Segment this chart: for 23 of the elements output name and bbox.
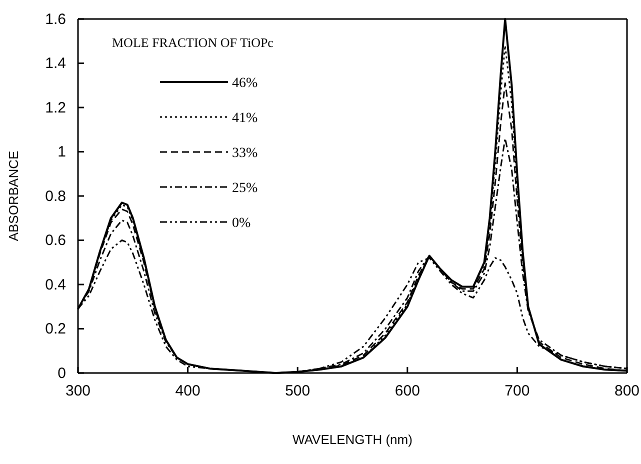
x-tick-label: 300 xyxy=(65,382,91,400)
legend-title: MOLE FRACTION OF TiOPc xyxy=(112,35,274,50)
x-tick-label: 600 xyxy=(394,382,420,400)
legend-label: 46% xyxy=(232,76,258,91)
x-tick-label: 700 xyxy=(504,382,530,400)
y-tick-label: 0.2 xyxy=(45,320,66,338)
x-tick-label: 500 xyxy=(285,382,310,400)
y-axis-title: ABSORBANCE xyxy=(6,150,21,242)
legend-label: 33% xyxy=(232,146,258,161)
x-axis-title: WAVELENGTH (nm) xyxy=(292,432,412,447)
legend-label: 25% xyxy=(232,181,258,196)
y-tick-label: 1.4 xyxy=(45,55,66,72)
y-tick-label: 1 xyxy=(58,144,66,161)
y-tick-label: 1.6 xyxy=(45,10,66,28)
y-tick-label: 1.2 xyxy=(45,99,66,116)
x-tick-label: 800 xyxy=(614,382,640,400)
legend-label: 41% xyxy=(232,111,258,126)
y-tick-label: 0.6 xyxy=(45,232,66,250)
y-tick-label: 0.4 xyxy=(45,276,66,294)
x-tick-label: 400 xyxy=(175,382,200,400)
y-tick-label: 0.8 xyxy=(45,188,66,205)
legend-label: 0% xyxy=(232,216,251,231)
y-tick-label: 0 xyxy=(58,364,66,382)
